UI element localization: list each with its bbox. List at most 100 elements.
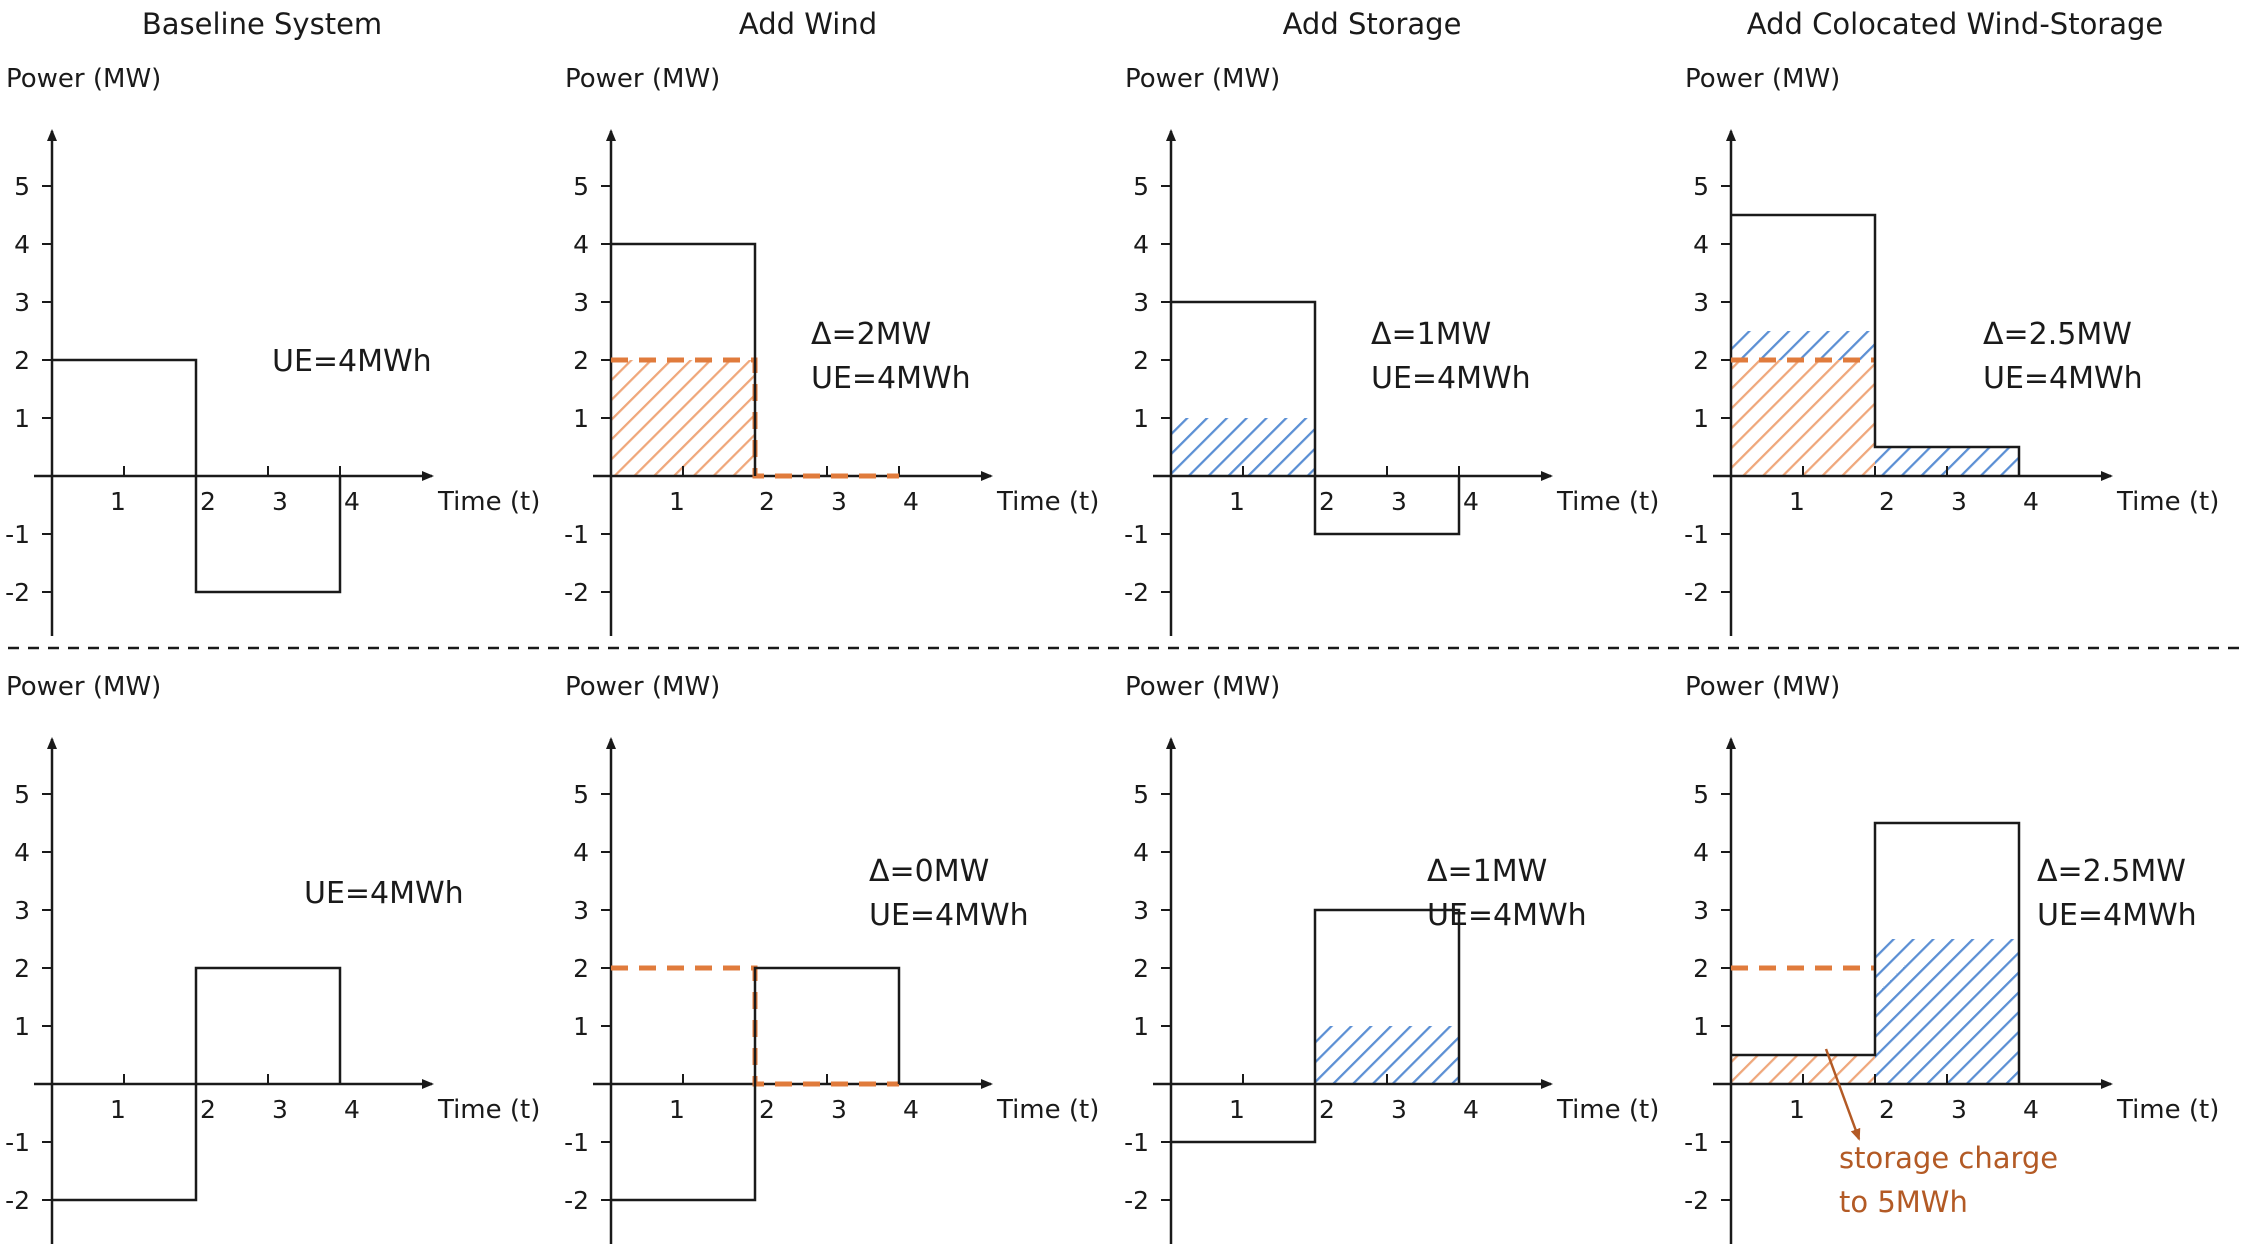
net-deficit-line bbox=[1171, 908, 1461, 1144]
annotation-text: Δ=1MW bbox=[1427, 854, 1547, 889]
annotation-text: Δ=2MW bbox=[811, 317, 931, 352]
net-deficit-line bbox=[1171, 300, 1461, 536]
x-tick-label: 3 bbox=[831, 1095, 847, 1124]
y-tick-label: 1 bbox=[14, 1012, 30, 1041]
y-tick-label: 4 bbox=[573, 838, 589, 867]
y-tick-label: -2 bbox=[1684, 1186, 1709, 1215]
annotation-text: UE=4MWh bbox=[869, 898, 1029, 933]
y-tick-label: -1 bbox=[1684, 520, 1709, 549]
x-tick-label: 1 bbox=[1789, 1095, 1805, 1124]
column-title-4: Add Colocated Wind-Storage bbox=[1747, 7, 2164, 41]
x-tick-label: 3 bbox=[1391, 1095, 1407, 1124]
y-tick-label: 5 bbox=[14, 172, 30, 201]
annotation-text: UE=4MWh bbox=[304, 876, 464, 911]
x-tick-label: 2 bbox=[1879, 1095, 1895, 1124]
y-tick-label: 4 bbox=[1693, 230, 1709, 259]
x-axis-label: Time (t) bbox=[437, 487, 540, 517]
y-tick-label: 1 bbox=[1693, 1012, 1709, 1041]
y-tick-label: 2 bbox=[1693, 954, 1709, 983]
y-axis-label: Power (MW) bbox=[1125, 672, 1280, 702]
y-tick-label: -1 bbox=[1124, 520, 1149, 549]
x-tick-label: 3 bbox=[1951, 487, 1967, 516]
x-tick-label: 4 bbox=[344, 487, 360, 516]
y-tick-label: 4 bbox=[1133, 230, 1149, 259]
y-tick-label: 3 bbox=[14, 288, 30, 317]
y-tick-label: 4 bbox=[14, 230, 30, 259]
y-tick-label: 4 bbox=[1693, 838, 1709, 867]
y-tick-label: 4 bbox=[1133, 838, 1149, 867]
y-tick-label: 2 bbox=[1133, 954, 1149, 983]
annotation-text: Δ=2.5MW bbox=[1983, 317, 2132, 352]
y-tick-label: 5 bbox=[1133, 172, 1149, 201]
x-axis-label: Time (t) bbox=[1556, 1095, 1659, 1125]
y-tick-label: -2 bbox=[5, 1186, 30, 1215]
annotation-text: UE=4MWh bbox=[1983, 361, 2143, 396]
x-tick-label: 1 bbox=[110, 1095, 126, 1124]
y-tick-label: 1 bbox=[573, 404, 589, 433]
y-tick-label: 4 bbox=[14, 838, 30, 867]
y-tick-label: 1 bbox=[1133, 404, 1149, 433]
y-tick-label: 2 bbox=[1693, 346, 1709, 375]
y-tick-label: -2 bbox=[1124, 1186, 1149, 1215]
y-tick-label: 3 bbox=[1693, 288, 1709, 317]
y-axis-label: Power (MW) bbox=[6, 64, 161, 94]
y-tick-label: 1 bbox=[573, 1012, 589, 1041]
column-titles: Baseline System Add Wind Add Storage Add Co… bbox=[142, 7, 2163, 41]
x-tick-label: 2 bbox=[1879, 487, 1895, 516]
y-tick-label: 1 bbox=[1133, 1012, 1149, 1041]
x-axis-label: Time (t) bbox=[1556, 487, 1659, 517]
y-tick-label: -1 bbox=[5, 1128, 30, 1157]
x-tick-label: 1 bbox=[1229, 1095, 1245, 1124]
x-tick-label: 4 bbox=[2023, 487, 2039, 516]
y-axis-label: Power (MW) bbox=[565, 672, 720, 702]
y-tick-label: 2 bbox=[14, 954, 30, 983]
x-tick-label: 3 bbox=[1391, 487, 1407, 516]
net-deficit-line bbox=[52, 358, 342, 594]
y-tick-label: -2 bbox=[1124, 578, 1149, 607]
y-tick-label: 3 bbox=[573, 896, 589, 925]
x-tick-label: 3 bbox=[272, 487, 288, 516]
x-tick-label: 4 bbox=[903, 487, 919, 516]
y-tick-label: 2 bbox=[573, 954, 589, 983]
y-tick-label: 4 bbox=[573, 230, 589, 259]
annotation-text: Δ=1MW bbox=[1371, 317, 1491, 352]
y-tick-label: 5 bbox=[573, 780, 589, 809]
y-tick-label: -2 bbox=[564, 1186, 589, 1215]
y-tick-label: 3 bbox=[1133, 896, 1149, 925]
x-tick-label: 2 bbox=[1319, 487, 1335, 516]
y-tick-label: 2 bbox=[1133, 346, 1149, 375]
storage-energy-fill bbox=[1731, 331, 1875, 360]
column-title-3: Add Storage bbox=[1283, 7, 1462, 41]
y-tick-label: 5 bbox=[1693, 172, 1709, 201]
y-tick-label: 5 bbox=[1693, 780, 1709, 809]
y-axis-label: Power (MW) bbox=[1685, 64, 1840, 94]
x-axis-label: Time (t) bbox=[437, 1095, 540, 1125]
y-tick-label: -1 bbox=[1124, 1128, 1149, 1157]
y-tick-label: -2 bbox=[5, 578, 30, 607]
x-tick-label: 2 bbox=[759, 487, 775, 516]
x-tick-label: 4 bbox=[344, 1095, 360, 1124]
wind-energy-fill bbox=[1731, 360, 1875, 476]
annotation-text: UE=4MWh bbox=[1371, 361, 1531, 396]
annotation-text: Δ=2.5MW bbox=[2037, 854, 2186, 889]
y-tick-label: 5 bbox=[1133, 780, 1149, 809]
y-axis-label: Power (MW) bbox=[6, 672, 161, 702]
net-deficit-line bbox=[52, 966, 342, 1202]
y-axis-label: Power (MW) bbox=[565, 64, 720, 94]
y-tick-label: 1 bbox=[14, 404, 30, 433]
wind-energy-fill bbox=[611, 360, 755, 476]
storage-energy-fill bbox=[1875, 939, 2019, 1084]
y-tick-label: 3 bbox=[1133, 288, 1149, 317]
x-tick-label: 4 bbox=[1463, 1095, 1479, 1124]
annotation-text: UE=4MWh bbox=[272, 344, 432, 379]
y-tick-label: -1 bbox=[5, 520, 30, 549]
y-tick-label: 2 bbox=[573, 346, 589, 375]
x-axis-label: Time (t) bbox=[2116, 1095, 2219, 1125]
